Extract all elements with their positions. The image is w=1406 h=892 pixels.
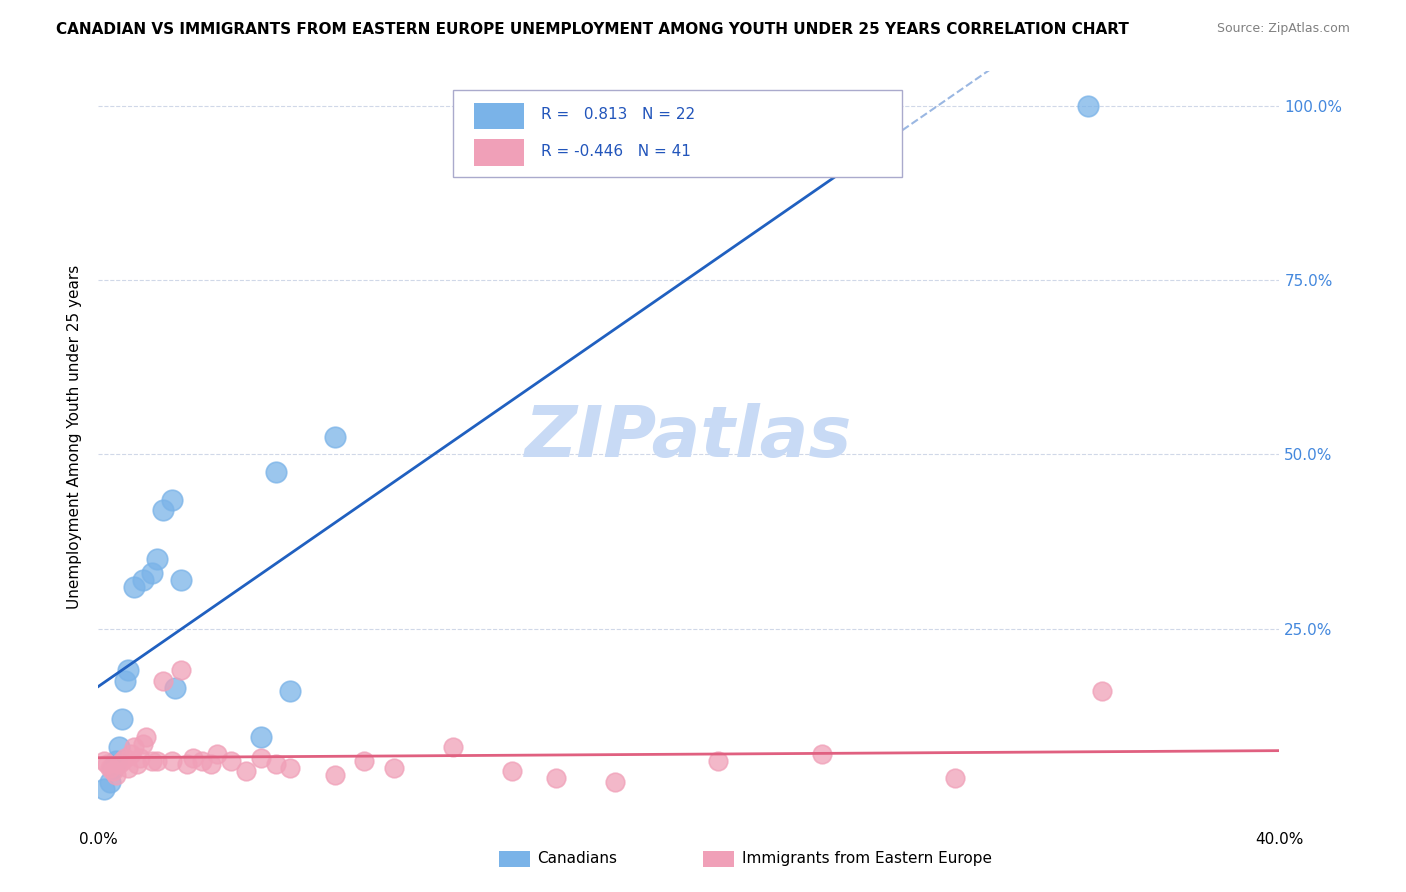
Bar: [474, 103, 523, 129]
Point: [441, 740, 464, 755]
Point: [546, 772, 568, 786]
Point: [111, 712, 134, 726]
Point: [141, 566, 163, 580]
Point: [181, 750, 204, 764]
Point: [108, 757, 131, 772]
Point: [132, 573, 155, 587]
Point: [122, 580, 145, 594]
Point: [170, 664, 193, 678]
Text: ZIPatlas: ZIPatlas: [526, 402, 852, 472]
Text: CANADIAN VS IMMIGRANTS FROM EASTERN EUROPE UNEMPLOYMENT AMONG YOUTH UNDER 25 YEA: CANADIAN VS IMMIGRANTS FROM EASTERN EURO…: [56, 22, 1129, 37]
Point: [96, 757, 118, 772]
Point: [132, 737, 155, 751]
Text: 40.0%: 40.0%: [1256, 832, 1303, 847]
Point: [114, 750, 136, 764]
Point: [382, 761, 405, 775]
Point: [105, 768, 128, 782]
Point: [323, 768, 346, 782]
Point: [146, 552, 169, 566]
Point: [501, 764, 523, 779]
Point: [278, 761, 302, 775]
Point: [707, 754, 730, 768]
Point: [122, 740, 145, 755]
Point: [146, 754, 169, 768]
Bar: [474, 139, 523, 166]
Point: [943, 772, 966, 786]
Point: [176, 757, 198, 772]
Text: Immigrants from Eastern Europe: Immigrants from Eastern Europe: [742, 852, 993, 866]
Point: [264, 757, 287, 772]
Point: [105, 754, 128, 768]
Point: [114, 673, 136, 688]
Point: [219, 754, 242, 768]
Point: [250, 750, 273, 764]
Point: [191, 754, 214, 768]
Point: [1091, 684, 1114, 698]
Text: 0.0%: 0.0%: [79, 832, 118, 847]
Point: [605, 775, 627, 789]
Point: [125, 757, 148, 772]
Text: Canadians: Canadians: [537, 852, 617, 866]
Point: [250, 730, 273, 744]
Point: [152, 673, 174, 688]
Point: [93, 754, 115, 768]
Point: [353, 754, 375, 768]
Point: [165, 681, 187, 695]
Point: [108, 740, 131, 755]
Point: [117, 664, 139, 678]
Point: [200, 757, 222, 772]
Point: [135, 730, 157, 744]
Point: [93, 781, 115, 796]
Point: [103, 761, 125, 775]
Point: [170, 573, 193, 587]
Point: [264, 465, 287, 479]
Bar: [453, 90, 901, 178]
Text: R = -0.446   N = 41: R = -0.446 N = 41: [541, 144, 692, 159]
Point: [323, 430, 346, 444]
Point: [235, 764, 257, 779]
Point: [278, 684, 302, 698]
Text: Source: ZipAtlas.com: Source: ZipAtlas.com: [1216, 22, 1350, 36]
Point: [605, 141, 627, 155]
Text: R =   0.813   N = 22: R = 0.813 N = 22: [541, 107, 696, 122]
Y-axis label: Unemployment Among Youth under 25 years: Unemployment Among Youth under 25 years: [67, 265, 83, 609]
Point: [1077, 99, 1099, 113]
Point: [117, 761, 139, 775]
Point: [141, 754, 163, 768]
Point: [120, 747, 142, 761]
Point: [98, 761, 121, 775]
Point: [162, 754, 183, 768]
Point: [152, 503, 174, 517]
Point: [111, 754, 134, 768]
Point: [810, 747, 832, 761]
Point: [162, 492, 183, 507]
Point: [205, 747, 228, 761]
Point: [98, 775, 121, 789]
Point: [128, 750, 150, 764]
Point: [103, 764, 125, 779]
